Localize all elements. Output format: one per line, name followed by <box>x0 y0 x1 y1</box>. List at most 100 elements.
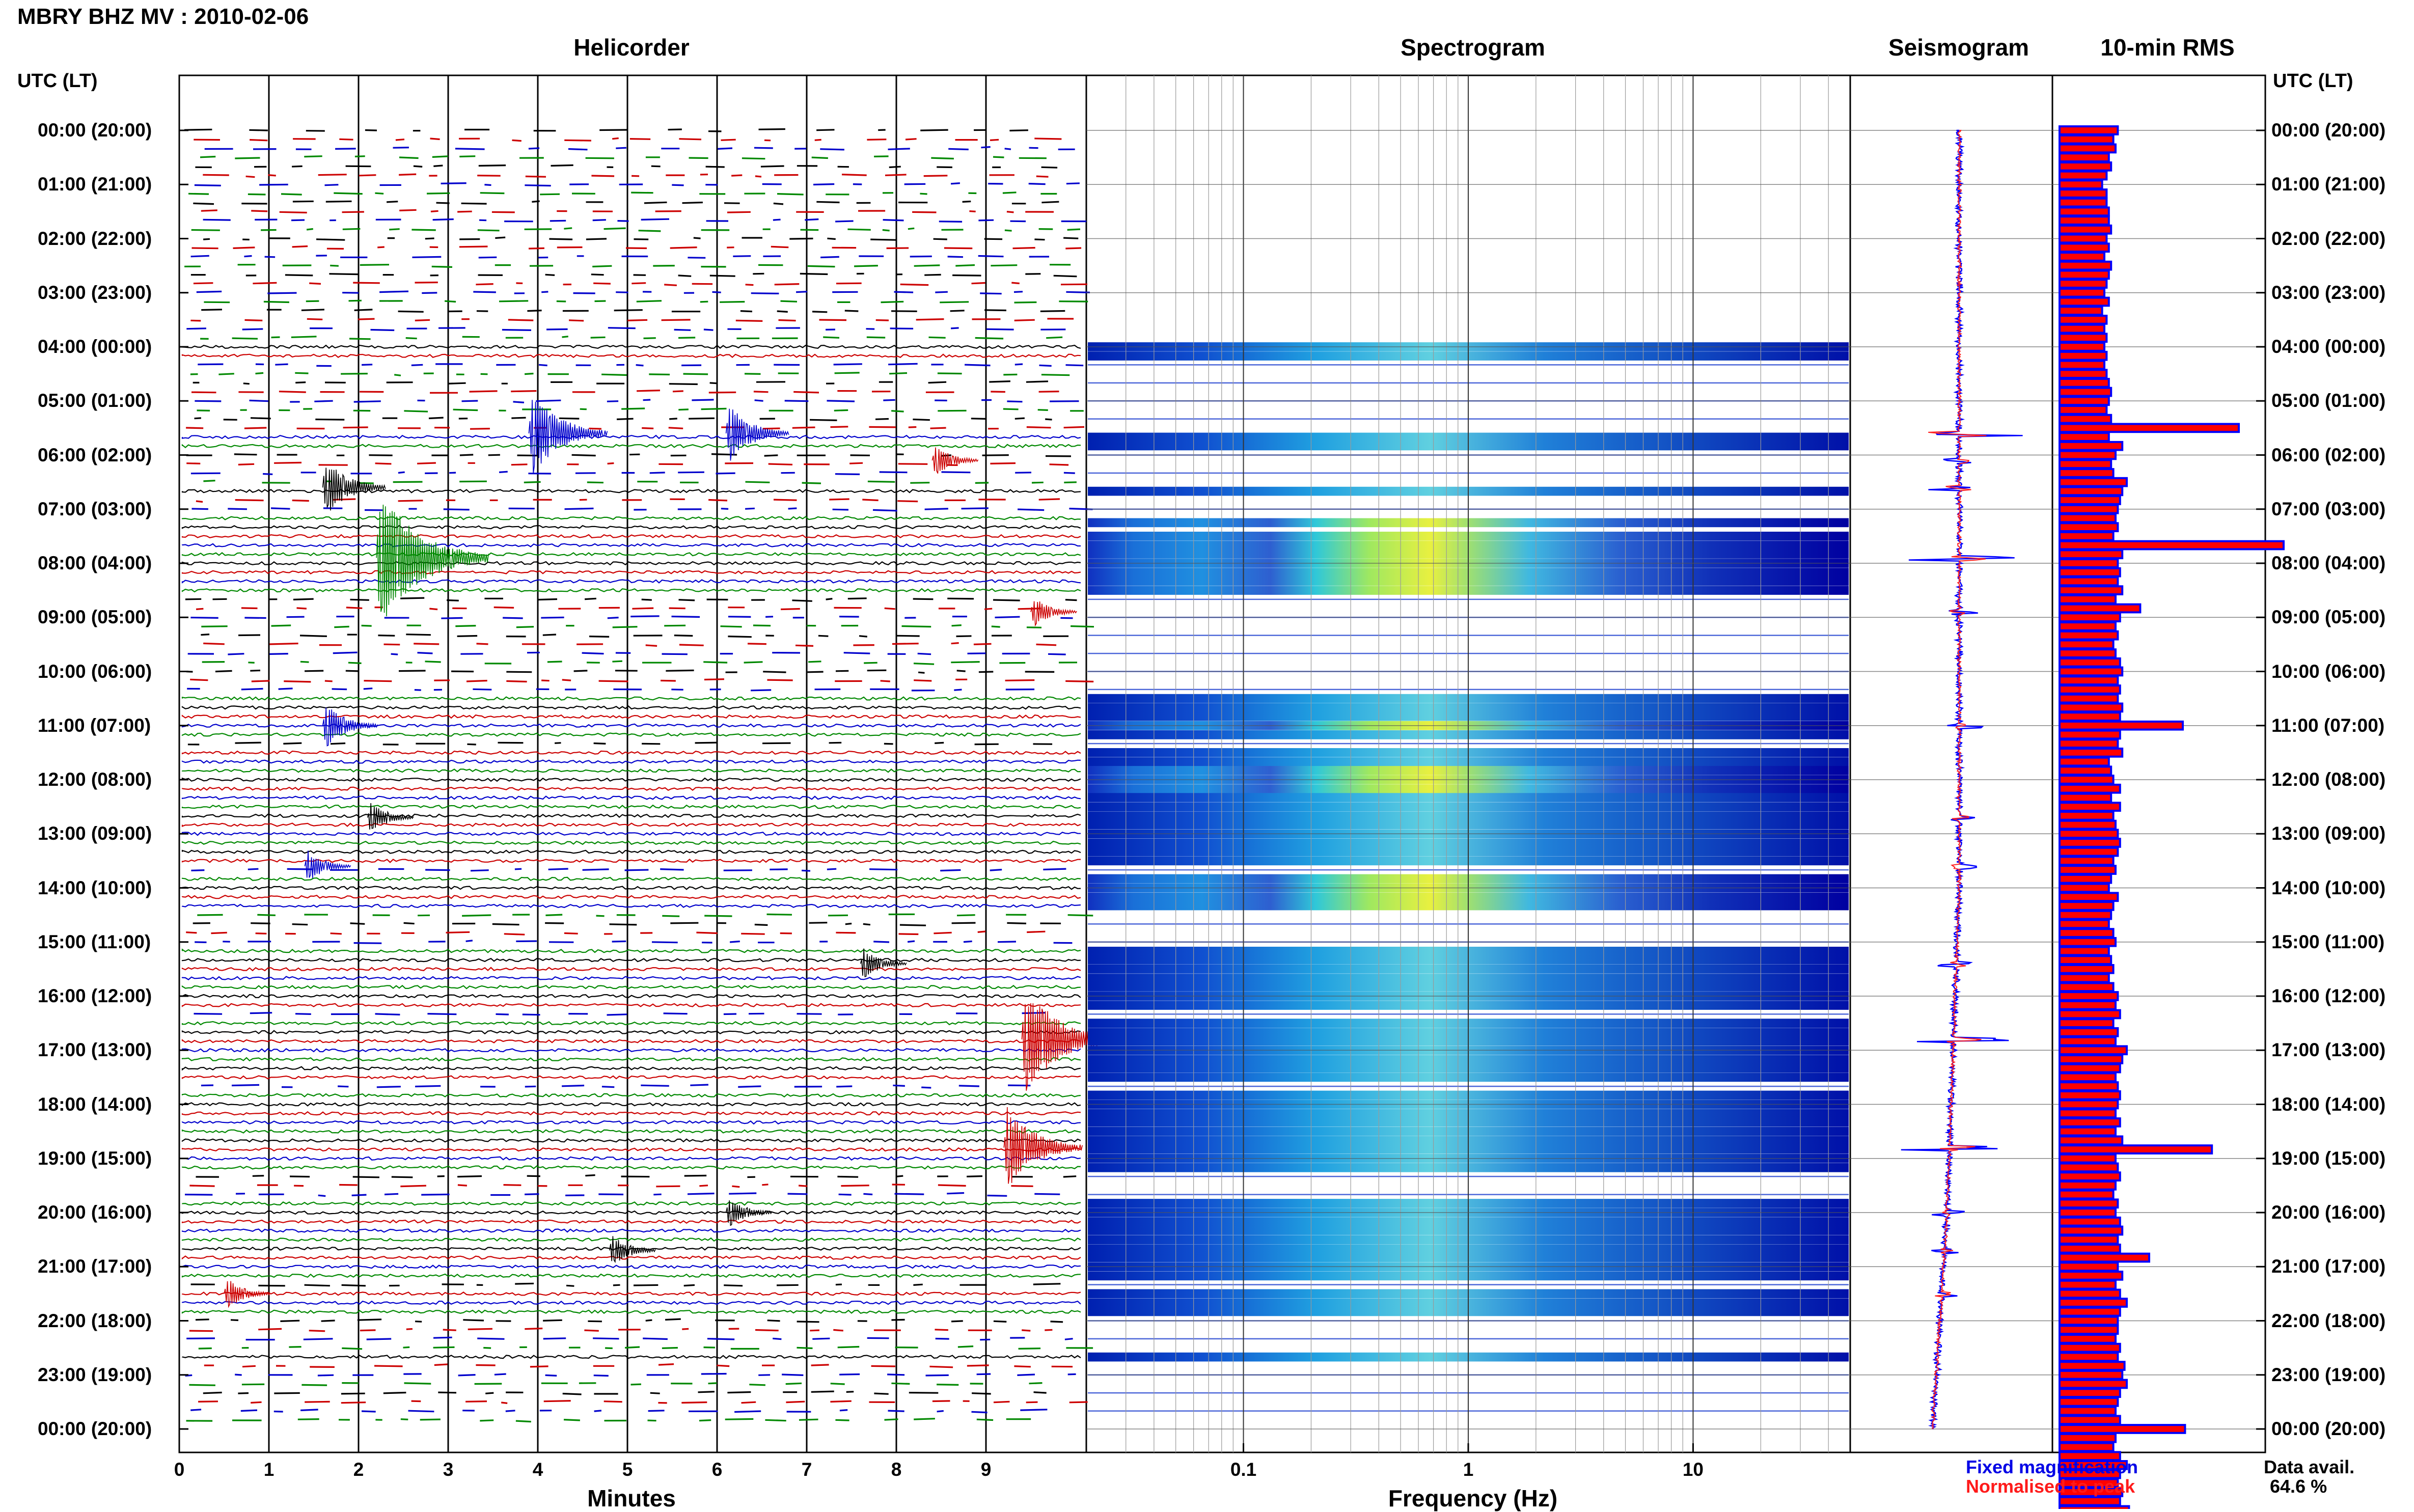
helicorder-row <box>181 732 1081 737</box>
rms-bar <box>2059 846 2119 857</box>
rms-bar <box>2059 432 2110 442</box>
time-tick-right: 16:00 (12:00) <box>2271 985 2386 1006</box>
helicorder-row <box>187 651 1066 655</box>
helicorder-row <box>201 634 1069 638</box>
rms-bar <box>2059 1216 2121 1227</box>
rms-bar <box>2059 1451 2121 1462</box>
helicorder-row <box>188 191 1057 196</box>
helicorder-row <box>189 1382 1043 1386</box>
rms-bar <box>2059 495 2121 505</box>
helicorder-row <box>190 255 1050 259</box>
rms-bar <box>2059 1054 2124 1064</box>
helicorder-row <box>181 705 1081 710</box>
time-tick-right: 01:00 (21:00) <box>2271 174 2386 195</box>
helicorder-row <box>181 804 1081 809</box>
rms-bar <box>2059 369 2108 379</box>
rms-bar <box>2059 937 2117 947</box>
helicorder-row <box>185 1372 1076 1377</box>
time-tick-left: 12:00 (08:00) <box>38 769 152 790</box>
frequency-tick-label: 0.1 <box>1230 1459 1257 1480</box>
rms-bar <box>2059 819 2117 830</box>
rms-bar <box>2059 441 2124 451</box>
helicorder-frame <box>178 74 1087 1453</box>
rms-bar <box>2059 323 2105 334</box>
helicorder-row <box>181 1165 1081 1170</box>
helicorder-event <box>376 504 489 617</box>
helicorder-row <box>203 218 1087 223</box>
helicorder-row <box>181 579 1081 584</box>
rms-bar <box>2059 1361 2126 1371</box>
helicorder-event <box>224 1281 270 1308</box>
rms-bar <box>2059 468 2115 478</box>
rms-bar <box>2059 1352 2119 1362</box>
rms-bar <box>2059 973 2110 983</box>
rms-bar <box>2059 1207 2117 1218</box>
helicorder-row <box>181 1156 1081 1161</box>
helicorder-event <box>528 400 608 474</box>
rms-bar <box>2059 522 2119 533</box>
helicorder-row <box>181 1129 1081 1134</box>
rms-bar <box>2059 1180 2117 1191</box>
rms-bar <box>2059 1198 2119 1209</box>
helicorder-row <box>194 137 1062 142</box>
time-tick-right: 06:00 (02:00) <box>2271 444 2386 465</box>
time-tick-left: 20:00 (16:00) <box>38 1202 152 1223</box>
helicorder-row <box>181 750 1081 755</box>
helicorder-row <box>184 1192 1060 1197</box>
helicorder-row <box>198 1345 1093 1350</box>
helicorder-row <box>181 1120 1081 1125</box>
rms-bar <box>2059 549 2124 560</box>
helicorder-row <box>195 1318 1063 1323</box>
time-tick-left: 23:00 (19:00) <box>38 1364 152 1385</box>
helicorder-row <box>181 984 1081 989</box>
rms-bar <box>2059 315 2108 325</box>
time-tick-left: 05:00 (01:00) <box>38 390 152 411</box>
helicorder-row <box>186 426 1085 430</box>
helicorder-row <box>200 336 1063 340</box>
rms-bar <box>2059 350 2108 361</box>
rms-bar <box>2059 1496 2121 1506</box>
helicorder-row <box>203 1390 1047 1395</box>
rms-bar <box>2059 756 2110 767</box>
rms-bar <box>2059 1144 2213 1154</box>
helicorder-row <box>191 507 1093 512</box>
time-tick-right: 14:00 (10:00) <box>2271 877 2386 898</box>
time-tick-right: 03:00 (23:00) <box>2271 282 2386 303</box>
helicorder-row <box>181 543 1081 547</box>
time-tick-left: 09:00 (05:00) <box>38 607 152 628</box>
helicorder-row <box>181 488 1081 493</box>
helicorder-event <box>322 707 378 747</box>
helicorder-row <box>181 1102 1081 1107</box>
helicorder-row <box>181 1066 1081 1071</box>
helicorder-row <box>196 290 1090 295</box>
helicorder-event <box>1030 601 1077 627</box>
helicorder-row <box>186 453 1072 457</box>
rms-bar <box>2059 639 2115 650</box>
helicorder-row <box>196 498 1060 503</box>
rms-bar <box>2059 360 2105 370</box>
rms-bar <box>2059 161 2113 172</box>
minutes-axis-label: Minutes <box>587 1485 676 1511</box>
minute-tick-label: 4 <box>532 1459 543 1480</box>
rms-bar <box>2059 892 2119 902</box>
rms-bar <box>2059 125 2119 135</box>
rms-bar <box>2059 450 2117 460</box>
rms-bar <box>2059 856 2115 866</box>
rms-bar <box>2059 567 2121 578</box>
time-tick-left: 00:00 (20:00) <box>38 120 152 141</box>
helicorder-row <box>198 1400 1088 1404</box>
rms-bar <box>2059 143 2117 154</box>
rms-bar <box>2059 748 2124 758</box>
helicorder-row <box>181 957 1081 963</box>
helicorder-row <box>187 688 1035 692</box>
rms-bar <box>2059 955 2113 966</box>
helicorder-row <box>181 1273 1081 1278</box>
helicorder-row <box>181 967 1081 972</box>
rms-bar <box>2059 1271 2124 1281</box>
rms-bar <box>2059 1018 2115 1029</box>
helicorder-traces <box>181 75 1118 1452</box>
helicorder-row <box>201 624 1094 628</box>
helicorder-row <box>191 227 1081 232</box>
helicorder-row <box>181 588 1081 593</box>
time-tick-left: 03:00 (23:00) <box>38 282 152 303</box>
